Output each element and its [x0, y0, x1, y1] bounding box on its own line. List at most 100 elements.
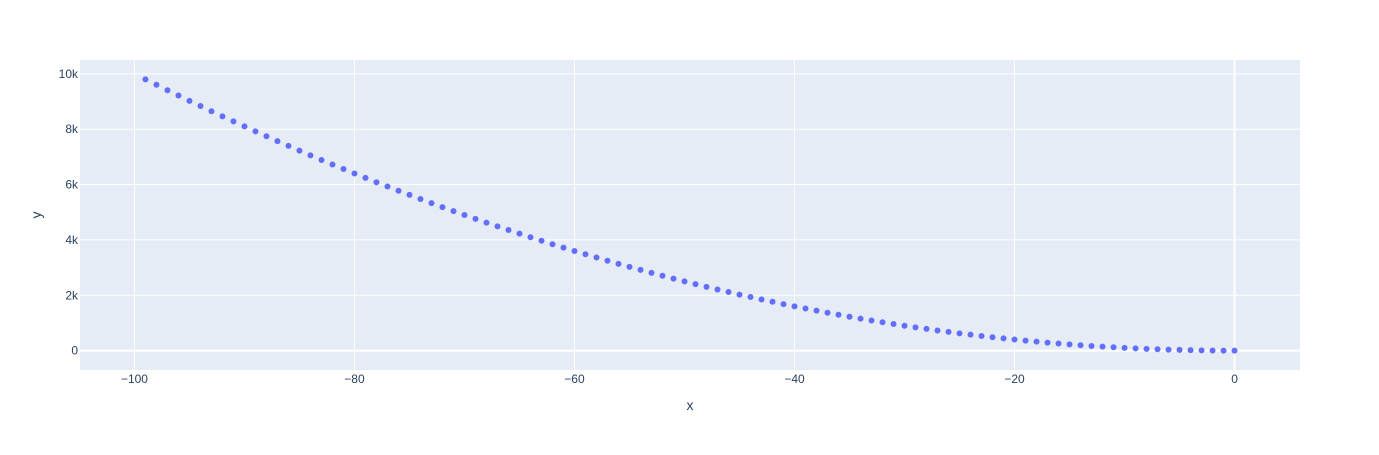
data-point[interactable]: [747, 294, 754, 301]
data-point[interactable]: [252, 128, 259, 135]
data-point[interactable]: [1231, 347, 1238, 354]
data-point[interactable]: [197, 103, 204, 110]
data-point[interactable]: [802, 305, 809, 312]
data-point[interactable]: [989, 334, 996, 341]
data-point[interactable]: [769, 298, 776, 305]
data-point[interactable]: [1055, 340, 1062, 347]
data-point[interactable]: [1198, 347, 1205, 354]
data-point[interactable]: [670, 275, 677, 282]
data-point[interactable]: [967, 331, 974, 338]
data-point[interactable]: [780, 301, 787, 308]
data-point[interactable]: [648, 269, 655, 276]
data-point[interactable]: [659, 272, 666, 279]
data-point[interactable]: [186, 97, 193, 104]
data-point[interactable]: [1033, 338, 1040, 345]
data-point[interactable]: [604, 257, 611, 264]
data-point[interactable]: [890, 321, 897, 328]
data-point[interactable]: [538, 237, 545, 244]
data-point[interactable]: [1110, 344, 1117, 351]
data-point[interactable]: [417, 196, 424, 203]
data-point[interactable]: [329, 161, 336, 168]
data-point[interactable]: [164, 87, 171, 94]
data-point[interactable]: [406, 191, 413, 198]
data-point[interactable]: [263, 133, 270, 140]
data-point[interactable]: [868, 317, 875, 324]
data-point[interactable]: [857, 315, 864, 322]
data-point[interactable]: [483, 219, 490, 226]
data-point[interactable]: [1121, 344, 1128, 351]
data-point[interactable]: [153, 81, 160, 88]
data-point[interactable]: [1044, 339, 1051, 346]
data-point[interactable]: [1066, 341, 1073, 348]
data-point[interactable]: [395, 187, 402, 194]
data-point[interactable]: [208, 108, 215, 115]
data-point[interactable]: [307, 152, 314, 159]
data-point[interactable]: [527, 234, 534, 241]
data-point[interactable]: [692, 281, 699, 288]
data-point[interactable]: [824, 309, 831, 316]
data-point[interactable]: [450, 208, 457, 215]
data-point[interactable]: [912, 324, 919, 331]
data-point[interactable]: [637, 266, 644, 273]
data-point[interactable]: [758, 296, 765, 303]
data-point[interactable]: [505, 227, 512, 234]
data-point[interactable]: [1011, 336, 1018, 343]
data-point[interactable]: [285, 142, 292, 149]
data-point[interactable]: [846, 313, 853, 320]
data-point[interactable]: [1154, 346, 1161, 353]
data-point[interactable]: [1132, 345, 1139, 352]
data-point[interactable]: [934, 327, 941, 334]
data-point[interactable]: [351, 170, 358, 177]
data-point[interactable]: [439, 204, 446, 211]
data-point[interactable]: [1187, 347, 1194, 354]
data-point[interactable]: [142, 76, 149, 83]
data-point[interactable]: [175, 92, 182, 99]
data-point[interactable]: [1220, 347, 1227, 354]
data-point[interactable]: [516, 230, 523, 237]
data-point[interactable]: [923, 325, 930, 332]
data-point[interactable]: [725, 289, 732, 296]
data-point[interactable]: [1209, 347, 1216, 354]
data-point[interactable]: [615, 260, 622, 267]
data-point[interactable]: [1077, 342, 1084, 349]
data-point[interactable]: [1022, 337, 1029, 344]
data-point[interactable]: [461, 212, 468, 218]
data-point[interactable]: [428, 200, 435, 207]
data-point[interactable]: [813, 307, 820, 314]
data-point[interactable]: [1165, 346, 1172, 353]
data-point[interactable]: [340, 166, 347, 173]
data-point[interactable]: [230, 118, 237, 125]
data-point[interactable]: [901, 322, 908, 329]
data-point[interactable]: [1143, 345, 1150, 352]
data-point[interactable]: [879, 319, 886, 326]
data-point[interactable]: [945, 328, 952, 335]
data-point[interactable]: [582, 251, 589, 258]
data-point[interactable]: [1088, 342, 1095, 349]
data-point[interactable]: [956, 330, 963, 337]
data-point[interactable]: [494, 223, 501, 230]
data-point[interactable]: [835, 311, 842, 318]
data-point[interactable]: [571, 247, 578, 254]
data-point[interactable]: [362, 174, 369, 181]
data-point[interactable]: [472, 215, 479, 222]
data-point[interactable]: [681, 278, 688, 285]
data-point[interactable]: [1176, 346, 1183, 353]
data-point[interactable]: [560, 244, 567, 251]
data-point[interactable]: [296, 147, 303, 154]
data-point[interactable]: [373, 179, 380, 186]
data-point[interactable]: [384, 183, 391, 190]
data-point[interactable]: [241, 123, 248, 130]
data-point[interactable]: [1099, 343, 1106, 350]
data-point[interactable]: [318, 156, 325, 163]
data-point[interactable]: [219, 113, 226, 120]
data-point[interactable]: [626, 263, 633, 270]
data-point[interactable]: [736, 291, 743, 298]
data-point[interactable]: [274, 138, 281, 145]
data-point[interactable]: [1000, 335, 1007, 342]
data-point[interactable]: [593, 254, 600, 261]
data-point[interactable]: [714, 286, 721, 293]
data-point[interactable]: [549, 241, 556, 248]
data-point[interactable]: [703, 283, 710, 290]
data-point[interactable]: [978, 332, 985, 339]
data-point[interactable]: [791, 303, 798, 310]
